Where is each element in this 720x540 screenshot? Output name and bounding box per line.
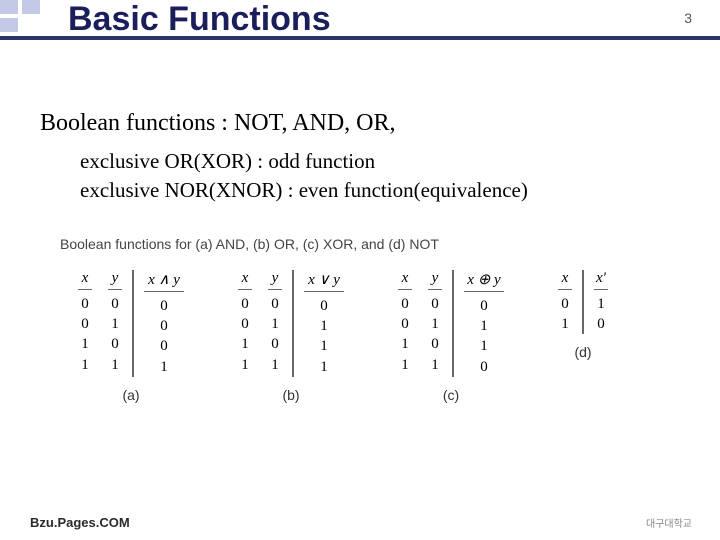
sub-line-1: exclusive OR(XOR) : odd function bbox=[80, 147, 690, 176]
table-cell: 1 bbox=[464, 336, 504, 356]
truth-table: x01x′10(d) bbox=[550, 270, 616, 403]
table-header: x bbox=[238, 270, 252, 290]
table-header: x bbox=[558, 270, 572, 290]
content-area: Boolean functions : NOT, AND, OR, exclus… bbox=[40, 110, 690, 403]
table-cell: 1 bbox=[108, 355, 122, 375]
table-label: (b) bbox=[230, 387, 352, 403]
table-cell: 1 bbox=[78, 334, 92, 354]
table-cell: 1 bbox=[304, 316, 344, 336]
table-cell: 1 bbox=[464, 316, 504, 336]
table-cell: 0 bbox=[428, 294, 442, 314]
table-cell: 1 bbox=[428, 314, 442, 334]
table-header: x ∧ y bbox=[144, 270, 184, 292]
table-cell: 0 bbox=[428, 334, 442, 354]
table-cell: 0 bbox=[78, 314, 92, 334]
figure-caption: Boolean functions for (a) AND, (b) OR, (… bbox=[60, 236, 690, 252]
table-cell: 1 bbox=[398, 334, 412, 354]
table-cell: 0 bbox=[558, 294, 572, 314]
table-label: (a) bbox=[70, 387, 192, 403]
table-cell: 0 bbox=[464, 296, 504, 316]
table-cell: 1 bbox=[144, 357, 184, 377]
truth-table: x0011y0101x ∨ y0111(b) bbox=[230, 270, 352, 403]
table-cell: 0 bbox=[238, 294, 252, 314]
table-cell: 0 bbox=[594, 314, 608, 334]
table-header: x bbox=[398, 270, 412, 290]
table-cell: 0 bbox=[398, 314, 412, 334]
table-cell: 0 bbox=[304, 296, 344, 316]
table-cell: 0 bbox=[144, 336, 184, 356]
table-cell: 1 bbox=[78, 355, 92, 375]
table-cell: 1 bbox=[304, 357, 344, 377]
table-cell: 1 bbox=[594, 294, 608, 314]
university-logo: 대구대학교 bbox=[646, 515, 692, 530]
table-cell: 1 bbox=[428, 355, 442, 375]
decor-square bbox=[0, 18, 18, 32]
truth-table: x0011y0101x ∧ y0001(a) bbox=[70, 270, 192, 403]
slide-title: Basic Functions bbox=[68, 0, 331, 39]
table-cell: 0 bbox=[268, 334, 282, 354]
table-cell: 1 bbox=[238, 334, 252, 354]
footer-text: Bzu.Pages.COM bbox=[30, 515, 130, 530]
table-cell: 1 bbox=[268, 314, 282, 334]
decor-square bbox=[0, 0, 18, 14]
table-cell: 0 bbox=[464, 357, 504, 377]
table-header: x bbox=[78, 270, 92, 290]
section-heading: Boolean functions : NOT, AND, OR, bbox=[40, 110, 690, 137]
table-cell: 0 bbox=[238, 314, 252, 334]
truth-table: x0011y0101x ⊕ y0110(c) bbox=[390, 270, 512, 403]
table-cell: 0 bbox=[144, 296, 184, 316]
table-cell: 0 bbox=[398, 294, 412, 314]
table-header: y bbox=[108, 270, 122, 290]
table-header: x ⊕ y bbox=[464, 270, 504, 292]
table-cell: 1 bbox=[238, 355, 252, 375]
table-label: (c) bbox=[390, 387, 512, 403]
table-cell: 1 bbox=[558, 314, 572, 334]
table-cell: 1 bbox=[304, 336, 344, 356]
table-cell: 0 bbox=[144, 316, 184, 336]
truth-tables-row: x0011y0101x ∧ y0001(a)x0011y0101x ∨ y011… bbox=[70, 270, 690, 403]
table-cell: 0 bbox=[108, 294, 122, 314]
table-cell: 1 bbox=[268, 355, 282, 375]
table-header: y bbox=[268, 270, 282, 290]
table-header: x′ bbox=[594, 270, 608, 290]
table-cell: 0 bbox=[268, 294, 282, 314]
table-cell: 0 bbox=[78, 294, 92, 314]
table-header: x ∨ y bbox=[304, 270, 344, 292]
sub-line-2: exclusive NOR(XNOR) : even function(equi… bbox=[80, 176, 690, 205]
table-header: y bbox=[428, 270, 442, 290]
table-cell: 0 bbox=[108, 334, 122, 354]
page-number: 3 bbox=[684, 10, 692, 26]
table-cell: 1 bbox=[398, 355, 412, 375]
decor-square bbox=[22, 0, 40, 14]
table-label: (d) bbox=[550, 344, 616, 360]
table-cell: 1 bbox=[108, 314, 122, 334]
